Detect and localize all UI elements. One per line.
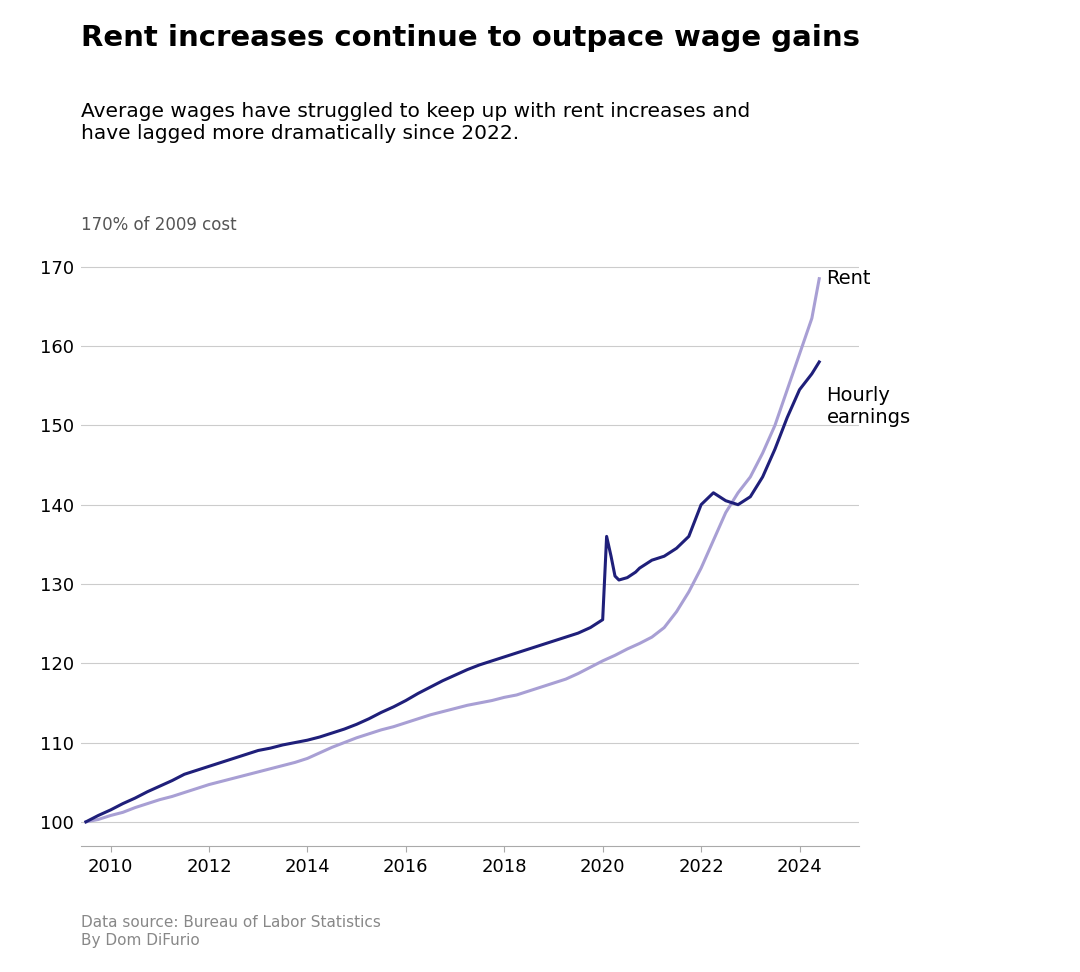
Text: Rent increases continue to outpace wage gains: Rent increases continue to outpace wage …	[81, 24, 860, 52]
Text: Data source: Bureau of Labor Statistics
By Dom DiFurio: Data source: Bureau of Labor Statistics …	[81, 916, 381, 948]
Text: 170% of 2009 cost: 170% of 2009 cost	[81, 216, 237, 234]
Text: Rent: Rent	[826, 269, 872, 288]
Text: Hourly
earnings: Hourly earnings	[826, 386, 910, 427]
Text: Average wages have struggled to keep up with rent increases and
have lagged more: Average wages have struggled to keep up …	[81, 102, 751, 143]
